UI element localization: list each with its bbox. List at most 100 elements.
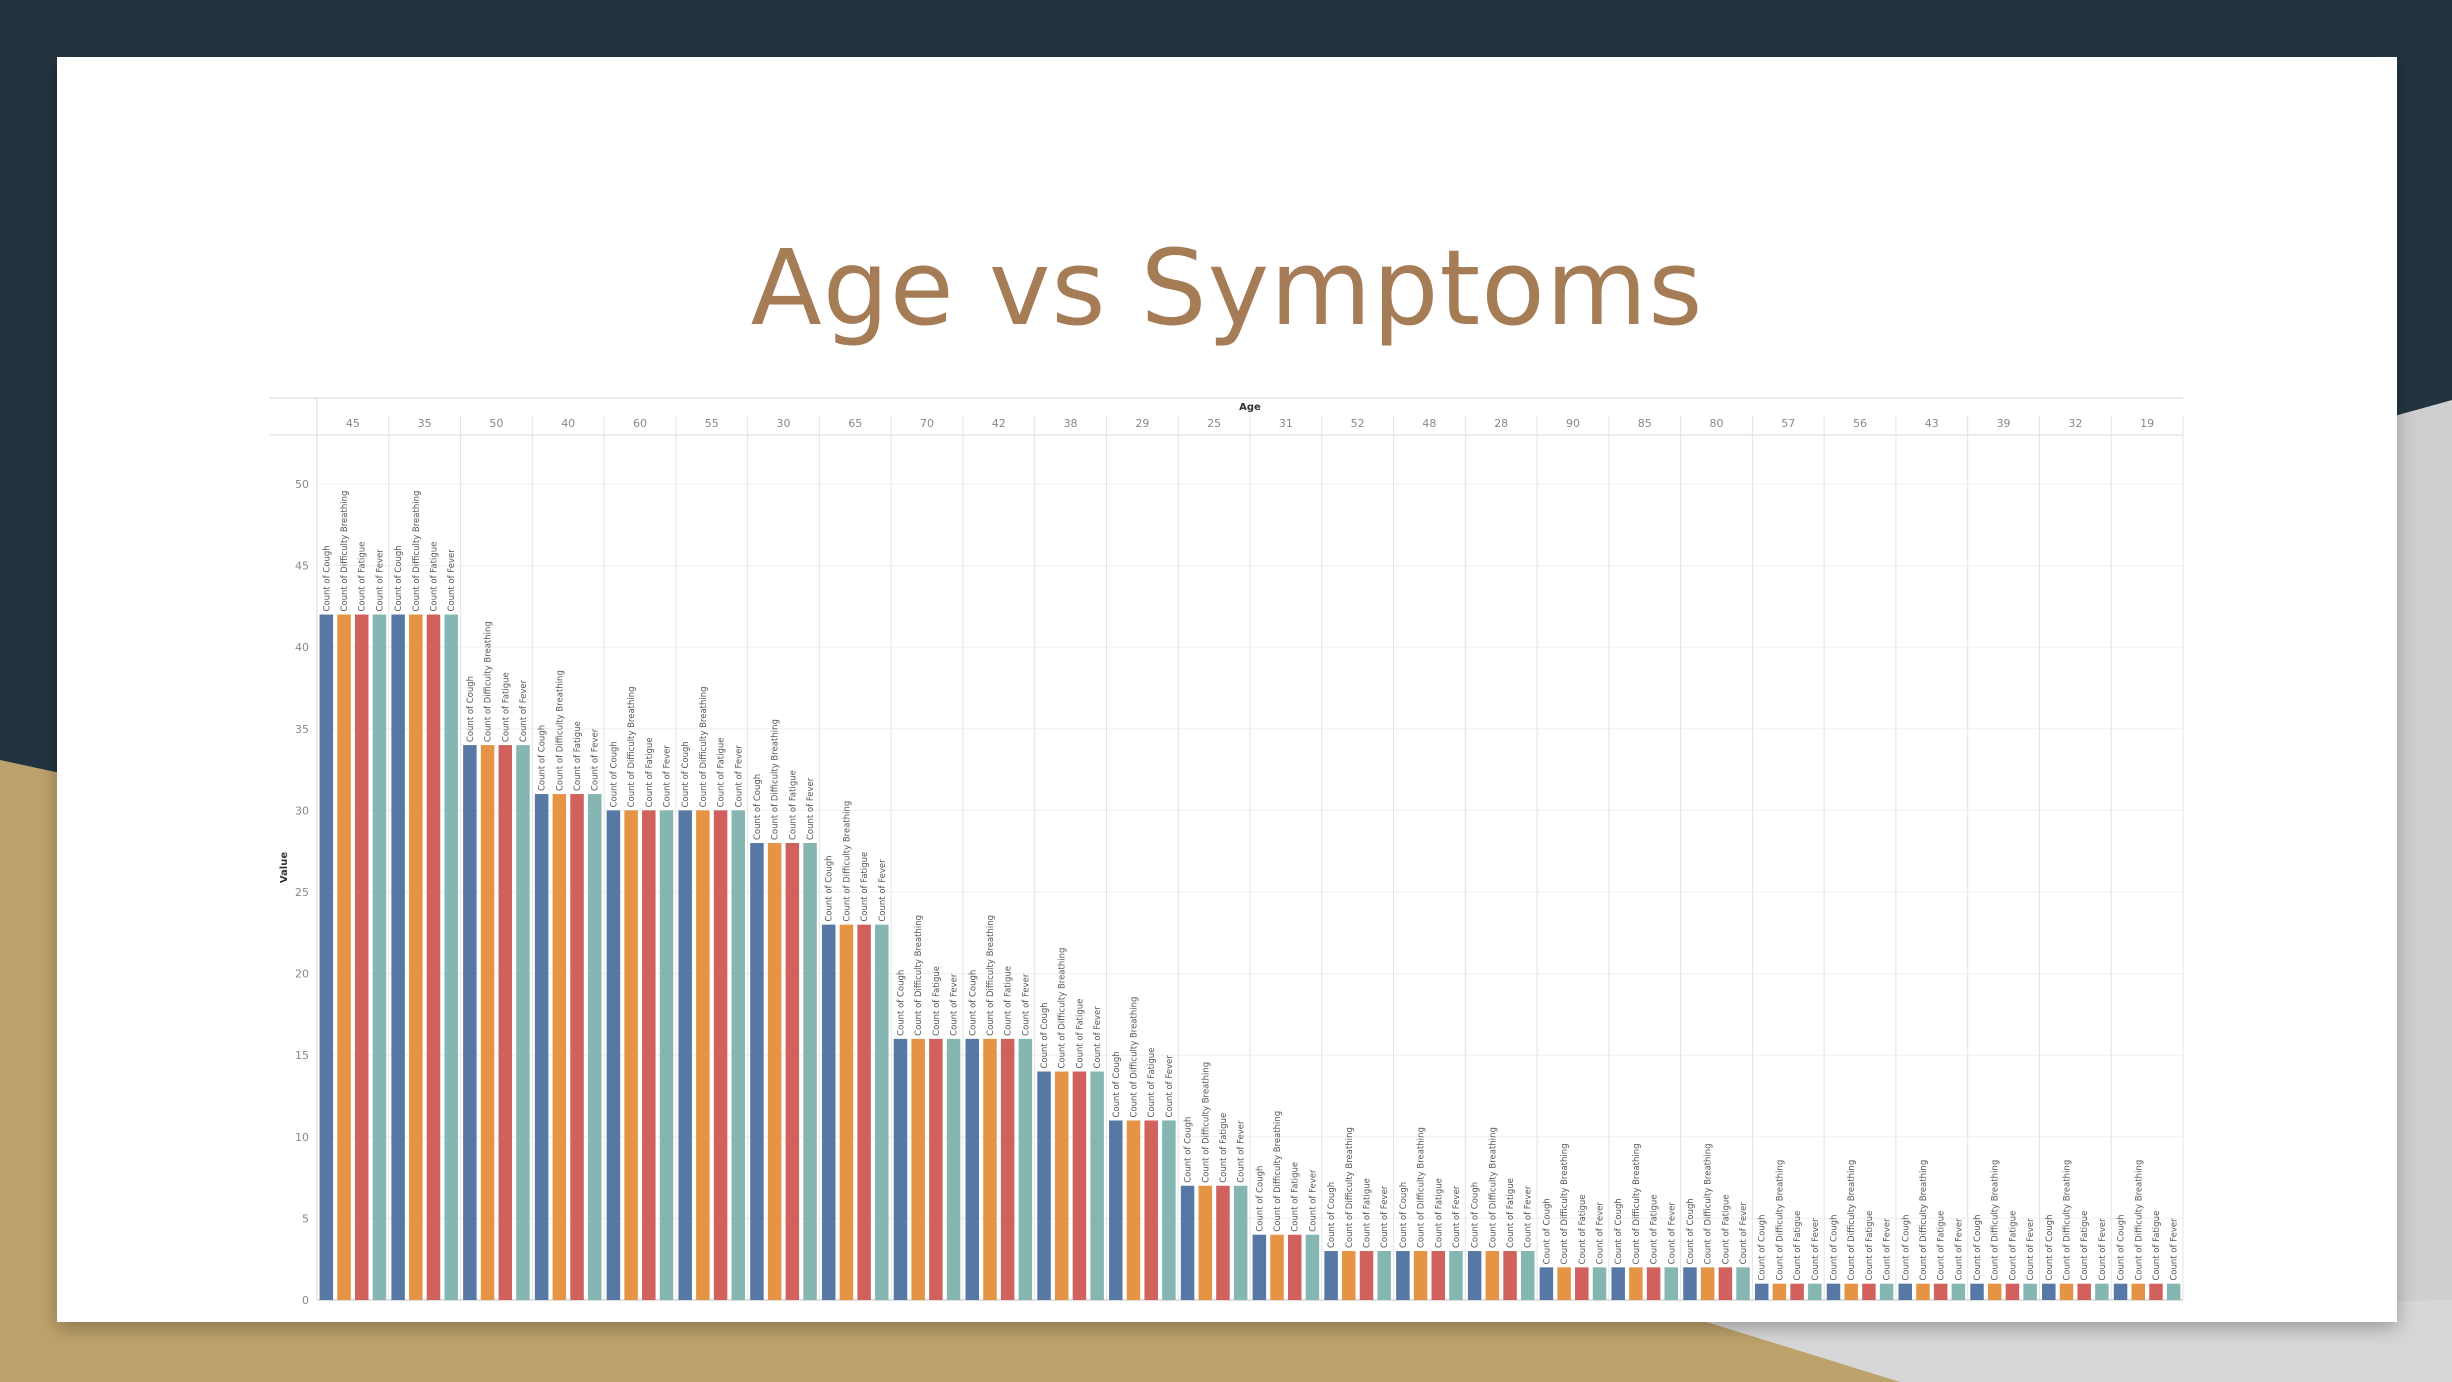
bar-data-label: Count of Fever [734,745,744,808]
bar-data-label: Count of Fatigue [1937,1211,1947,1281]
bar [1862,1283,1876,1300]
bar-data-label: Count of Difficulty Breathing [1991,1160,2001,1281]
category-label: 19 [2140,417,2154,430]
category-label: 43 [1925,417,1939,430]
y-tick-label: 10 [295,1131,309,1144]
bar [2131,1283,2146,1300]
bar [1054,1071,1069,1300]
bar-data-label: Count of Fatigue [788,770,798,840]
bar [1790,1283,1804,1300]
bar-data-label: Count of Fatigue [430,542,440,612]
bar-data-label: Count of Cough [1184,1117,1194,1183]
bar-data-label: Count of Fever [1237,1120,1247,1183]
category-label: 42 [992,417,1006,430]
bar [1485,1251,1500,1300]
bar-data-label: Count of Difficulty Breathing [2134,1160,2144,1281]
bar-data-label: Count of Fever [447,549,457,612]
bar-data-label: Count of Difficulty Breathing [1488,1127,1498,1248]
bar [1970,1283,1984,1300]
bar-data-label: Count of Fever [1811,1218,1821,1281]
category-label: 85 [1638,417,1652,430]
bar [929,1038,943,1300]
bar [659,810,674,1300]
bar [480,745,495,1300]
bar [1718,1267,1733,1300]
bar [2059,1283,2074,1300]
bar-data-label: Count of Fever [519,679,529,742]
bar [498,745,513,1300]
y-axis-title: Value [279,852,290,883]
bar-data-label: Count of Fatigue [1506,1178,1516,1248]
bar [1233,1185,1248,1300]
bar [1933,1283,1948,1300]
category-label: 29 [1135,417,1149,430]
bar [1198,1185,1213,1300]
bar-data-label: Count of Cough [1471,1182,1481,1248]
category-label: 60 [633,417,647,430]
slide-title: Age vs Symptoms [750,227,1704,349]
y-tick-label: 15 [295,1049,309,1062]
bar-data-label: Count of Difficulty Breathing [340,491,350,612]
bar-data-label: Count of Difficulty Breathing [1560,1143,1570,1264]
bar-data-label: Count of Fever [1954,1218,1964,1281]
bar-data-label: Count of Fever [2026,1218,2036,1281]
bar [1664,1267,1679,1300]
bar-data-label: Count of Fatigue [573,721,583,791]
y-tick-label: 50 [295,478,309,491]
bar-data-label: Count of Difficulty Breathing [1201,1062,1211,1183]
bar-data-label: Count of Difficulty Breathing [986,915,996,1036]
bar-data-label: Count of Fever [878,859,888,922]
y-tick-label: 35 [295,723,309,736]
bar [696,810,710,1300]
bar-data-label: Count of Cough [322,545,332,611]
y-tick-label: 45 [295,560,309,573]
bar [1772,1283,1787,1300]
bar-data-label: Count of Fever [1667,1202,1677,1265]
bar-data-label: Count of Cough [1327,1182,1337,1248]
bar [319,614,334,1300]
bar [1126,1120,1141,1300]
category-label: 25 [1207,417,1221,430]
bar [1808,1283,1822,1300]
bar [1592,1267,1607,1300]
bar [839,924,854,1300]
bar [1898,1283,1913,1300]
bar [1287,1234,1302,1300]
category-label: 45 [346,417,360,430]
bar-data-label: Count of Fatigue [1291,1162,1301,1232]
category-label: 40 [561,417,575,430]
category-label: 80 [1710,417,1724,430]
bar [1000,1038,1015,1300]
bar-data-label: Count of Cough [825,855,835,921]
bar [785,843,800,1300]
bar-data-label: Count of Cough [609,741,619,807]
y-tick-label: 25 [295,886,309,899]
bar-data-label: Count of Fatigue [1578,1194,1588,1264]
bar [1879,1283,1894,1300]
bar [534,794,549,1300]
bar [713,810,728,1300]
bar-data-label: Count of Difficulty Breathing [1417,1127,1427,1248]
bar [875,924,889,1300]
category-label: 32 [2068,417,2082,430]
bar [1844,1283,1858,1300]
bar-data-label: Count of Fatigue [1075,999,1085,1069]
bar-data-label: Count of Fever [1021,973,1031,1036]
bar [767,843,782,1300]
bar [354,614,369,1300]
category-label: 48 [1422,417,1436,430]
y-tick-label: 20 [295,968,309,981]
bar-data-label: Count of Fever [1883,1218,1893,1281]
bar-data-label: Count of Cough [1614,1198,1624,1264]
bar [409,614,423,1300]
bar-data-label: Count of Fever [1524,1185,1534,1248]
category-label: 70 [920,417,934,430]
bar-data-label: Count of Cough [538,725,548,791]
bar-data-label: Count of Cough [1399,1182,1409,1248]
category-label: 50 [489,417,503,430]
bar [444,614,458,1300]
y-tick-label: 0 [302,1294,309,1307]
bar [1162,1120,1176,1300]
bar-data-label: Count of Fever [1596,1202,1606,1265]
bar [731,810,746,1300]
